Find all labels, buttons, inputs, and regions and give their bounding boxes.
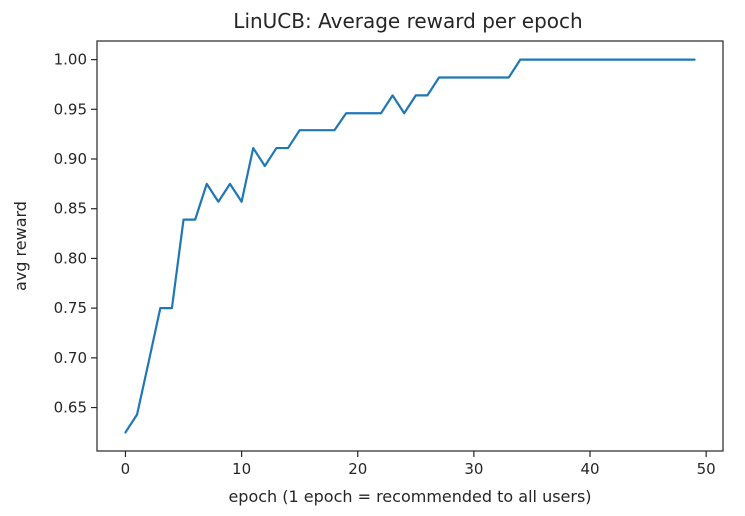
y-tick-label: 0.95 [54, 100, 87, 118]
x-tick-label: 20 [348, 460, 367, 478]
y-tick-label: 0.85 [54, 200, 87, 218]
y-tick-label: 0.75 [54, 299, 87, 317]
x-tick-label: 40 [580, 460, 599, 478]
x-axis-label: epoch (1 epoch = recommended to all user… [228, 487, 591, 506]
y-tick-label: 0.65 [54, 399, 87, 417]
x-tick-label: 0 [121, 460, 131, 478]
x-tick-label: 30 [464, 460, 483, 478]
axis-ticks: 0 10 20 30 40 50 0.65 0.70 0.75 0.80 0.85 0.90 0.95 1… [54, 51, 716, 478]
plot-area [124, 58, 696, 434]
y-axis-label: avg reward [11, 201, 30, 291]
chart-title: LinUCB: Average reward per epoch [233, 9, 582, 33]
x-tick-label: 10 [232, 460, 251, 478]
plot-frame [96, 40, 724, 452]
y-tick-label: 0.70 [54, 349, 87, 367]
series-line [124, 58, 696, 434]
y-tick-label: 1.00 [54, 51, 87, 69]
y-tick-label: 0.80 [54, 249, 87, 267]
x-tick-label: 50 [697, 460, 716, 478]
y-tick-label: 0.90 [54, 150, 87, 168]
